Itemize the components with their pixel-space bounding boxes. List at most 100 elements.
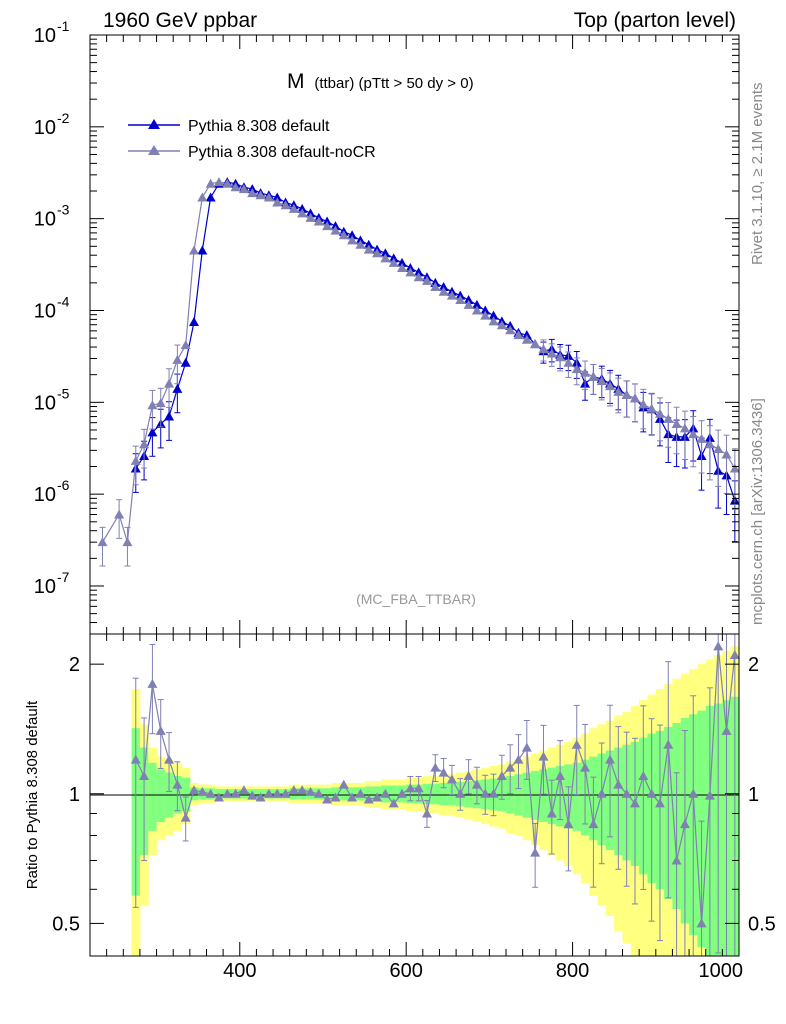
data-point-noCR [347, 235, 358, 245]
ytick-label: 10 [34, 300, 56, 322]
series-line-noCR [101, 181, 736, 543]
data-point-default [297, 203, 308, 213]
data-point-default [189, 316, 200, 326]
ratio-ticks [89, 634, 740, 956]
data-point-default [330, 221, 341, 231]
ratio-data-point [263, 788, 274, 798]
data-point-default [272, 192, 283, 202]
data-point-noCR [521, 334, 532, 344]
ratio-data-point [255, 792, 266, 802]
ytick-label-base: 10 [34, 300, 56, 322]
ratio-data-point [605, 754, 616, 764]
watermark: (MC_FBA_TTBAR) [356, 591, 476, 607]
ratio-data-point [238, 785, 249, 795]
ratio-data-point [322, 794, 333, 804]
ytick-label-base: 10 [34, 484, 56, 506]
ratio-data-point [671, 855, 682, 865]
data-point-noCR [430, 282, 441, 292]
data-point-noCR [172, 354, 183, 364]
legend: Pythia 8.308 default Pythia 8.308 defaul… [128, 118, 376, 161]
data-point-noCR [588, 371, 599, 381]
ratio-data-point [455, 788, 466, 798]
data-point-noCR [263, 192, 274, 202]
data-point-default [347, 230, 358, 240]
data-point-default [197, 245, 208, 255]
data-point-noCR [397, 263, 408, 273]
data-point-noCR [505, 325, 516, 335]
data-point-noCR [313, 216, 324, 226]
ratio-data-point [280, 788, 291, 798]
data-point-default [480, 305, 491, 315]
xtick-label: 1000 [699, 960, 744, 982]
main-ytick-labels: 10-110-210-310-410-510-610-7 [34, 18, 70, 598]
ytick-label-exp: -3 [57, 202, 70, 218]
data-point-noCR [688, 429, 699, 439]
ratio-data-point [663, 739, 674, 749]
ytick-label-base: 10 [34, 392, 56, 414]
ratio-data-point [438, 767, 449, 777]
data-point-noCR [139, 439, 150, 449]
ratio-data-point [388, 798, 399, 808]
data-point-noCR [97, 537, 108, 547]
ratio-data-point [646, 788, 657, 798]
ytick-label: 10 [34, 392, 56, 414]
ratio-data-point [222, 788, 233, 798]
ratio-data-point [155, 725, 166, 735]
uncertainty-band-inner [148, 762, 158, 831]
data-point-noCR [272, 197, 283, 207]
ratio-data-point [205, 788, 216, 798]
ratio-data-point [197, 786, 208, 796]
ratio-data-point [704, 790, 715, 800]
header-left: 1960 GeV ppbar [103, 9, 257, 32]
uncertainty-band-inner [431, 783, 440, 805]
data-point-default [205, 192, 216, 202]
ytick-label-base: 10 [34, 25, 56, 47]
ytick-label: 10 [34, 25, 56, 47]
data-point-default [164, 411, 175, 421]
ytick-label: 10 [34, 209, 56, 231]
ratio-data-point [313, 788, 324, 798]
ytick-label: 10 [34, 576, 56, 598]
ratio-ytick-label-right: 0.5 [748, 913, 776, 935]
ratio-data-point [505, 762, 516, 772]
series-line-default [135, 181, 736, 501]
data-point-noCR [438, 286, 449, 296]
data-point-noCR [613, 386, 624, 396]
data-point-noCR [338, 230, 349, 240]
data-point-noCR [355, 239, 366, 249]
data-point-noCR [679, 423, 690, 433]
data-point-default [438, 282, 449, 292]
ytick-label-exp: -7 [57, 569, 70, 585]
ratio-data-point [446, 774, 457, 784]
uncertainty-band-inner [422, 783, 432, 805]
uncertainty-band-inner [339, 787, 349, 801]
data-point-noCR [530, 339, 541, 349]
ytick-label-exp: -1 [57, 18, 70, 34]
ratio-data-point [538, 751, 549, 761]
ratio-data-point [588, 819, 599, 829]
ratio-data-point [621, 788, 632, 798]
data-point-noCR [563, 357, 574, 367]
data-point-noCR [455, 295, 466, 305]
mcplots-label: mcplots.cern.ch [arXiv:1306.3436] [749, 398, 766, 625]
data-point-default [180, 357, 191, 367]
ratio-ytick-label-right: 2 [748, 654, 759, 676]
data-point-default [488, 310, 499, 320]
ratio-ytick-label-left: 0.5 [52, 913, 80, 935]
data-point-noCR [671, 419, 682, 429]
ratio-data-point [172, 779, 183, 789]
data-point-noCR [247, 188, 258, 198]
data-point-default [397, 257, 408, 267]
data-point-noCR [571, 364, 582, 374]
ratio-frame [89, 633, 740, 957]
ratio-ylabel: Ratio to Pythia 8.308 default [24, 700, 41, 889]
data-point-noCR [205, 178, 216, 188]
data-point-noCR [114, 509, 125, 519]
data-point-noCR [147, 400, 158, 410]
ytick-label-exp: -5 [57, 385, 70, 401]
data-point-noCR [189, 245, 200, 255]
main-panel: 10-110-210-310-410-510-610-7 M (ttbar) (… [34, 18, 740, 635]
ratio-data-point [380, 788, 391, 798]
data-point-noCR [471, 305, 482, 315]
